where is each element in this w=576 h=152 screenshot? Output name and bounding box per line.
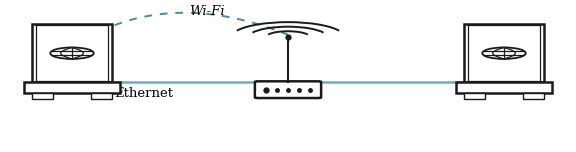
- Text: Ethernet: Ethernet: [114, 87, 173, 100]
- Bar: [32, 93, 53, 99]
- Bar: [24, 82, 120, 93]
- Bar: [523, 93, 544, 99]
- Bar: [456, 82, 552, 93]
- Bar: [464, 24, 544, 82]
- Bar: [464, 93, 485, 99]
- Bar: [32, 24, 112, 82]
- FancyBboxPatch shape: [255, 81, 321, 98]
- Bar: [91, 93, 112, 99]
- Text: Wi-Fi: Wi-Fi: [190, 5, 225, 18]
- Bar: [468, 26, 540, 81]
- Bar: [36, 26, 108, 81]
